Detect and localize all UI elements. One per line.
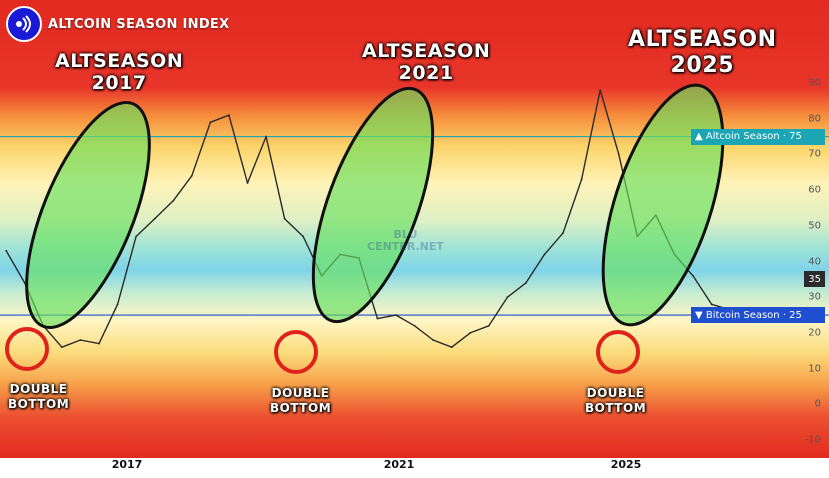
x-tick-2017: 2017 <box>111 458 143 471</box>
data-point <box>580 178 583 181</box>
data-point <box>265 135 267 138</box>
watermark-line2: CENTER.NET <box>367 240 444 253</box>
data-point <box>692 274 694 277</box>
bitcoin-season-tag: ▼ Bitcoin Season · 25 <box>691 307 825 324</box>
data-point <box>209 121 212 124</box>
double-bottom-2-line1: DOUBLE <box>271 386 330 400</box>
double-bottom-1-line2: BOTTOM <box>8 397 70 411</box>
altseason-ellipse <box>311 86 435 324</box>
data-point <box>432 339 435 341</box>
y-tick-label: 90 <box>808 77 821 89</box>
data-point <box>710 303 713 306</box>
y-tick-label: -10 <box>804 434 821 446</box>
altseason-2025-label: ALTSEASON 2025 <box>628 27 777 79</box>
y-tick-label: 20 <box>808 327 821 339</box>
double-bottom-1-line1: DOUBLE <box>9 382 68 396</box>
x-tick-2021: 2021 <box>383 458 415 471</box>
brand-logo-icon <box>6 6 42 42</box>
data-point <box>617 153 620 156</box>
y-tick-label: 60 <box>808 184 821 196</box>
data-point <box>599 89 602 92</box>
data-point <box>283 217 286 220</box>
x-axis-strip <box>0 458 829 478</box>
data-point <box>450 346 453 349</box>
data-point <box>190 174 193 177</box>
double-bottom-circle <box>274 330 318 374</box>
data-point <box>506 296 509 299</box>
altcoin-season-tag: ▲ Altcoin Season · 75 <box>691 128 825 145</box>
y-tick-label: 30 <box>808 291 821 303</box>
data-point <box>469 332 472 334</box>
data-point <box>116 303 119 306</box>
data-point <box>228 114 230 117</box>
data-point <box>5 249 8 252</box>
y-tick-label: 70 <box>808 148 821 160</box>
y-tick-label: 80 <box>808 113 821 125</box>
double-bottom-label-3: DOUBLE BOTTOM <box>585 386 646 416</box>
double-bottom-label-1: DOUBLE BOTTOM <box>8 382 69 412</box>
watermark: BLU CENTER.NET <box>367 229 444 253</box>
current-value-tag: 35 <box>804 271 825 288</box>
data-point <box>98 342 100 345</box>
altseason-2021-line2: 2021 <box>398 62 454 84</box>
y-tick-label: 10 <box>808 363 821 375</box>
double-bottom-3-line2: BOTTOM <box>585 401 647 415</box>
altseason-2025-line1: ALTSEASON <box>628 27 777 52</box>
double-bottom-label-2: DOUBLE BOTTOM <box>270 386 331 416</box>
altseason-2021-label: ALTSEASON 2021 <box>362 40 490 84</box>
data-point <box>153 217 156 220</box>
altseason-2025-line2: 2025 <box>670 53 735 78</box>
y-tick-label: 50 <box>808 220 821 232</box>
altseason-ellipse <box>25 100 151 330</box>
altseason-2017-line1: ALTSEASON <box>55 50 184 72</box>
y-tick-label: 0 <box>814 398 821 410</box>
altseason-2017-label: ALTSEASON 2017 <box>55 50 183 94</box>
data-point <box>172 199 175 202</box>
data-point <box>487 324 490 327</box>
watermark-line1: BLU <box>393 228 418 241</box>
altseason-2017-line2: 2017 <box>91 72 147 94</box>
brand-header: ALTCOIN SEASON INDEX <box>6 6 229 42</box>
double-bottom-2-line2: BOTTOM <box>270 401 332 415</box>
data-point <box>562 232 564 234</box>
data-point <box>376 317 379 320</box>
data-point <box>302 235 305 238</box>
chart-title: ALTCOIN SEASON INDEX <box>48 16 230 32</box>
data-point <box>246 182 249 184</box>
altseason-2021-line1: ALTSEASON <box>362 40 491 62</box>
double-bottom-3-line1: DOUBLE <box>586 386 645 400</box>
data-point <box>135 235 138 238</box>
data-point <box>79 339 82 341</box>
data-point <box>525 282 527 284</box>
data-point <box>60 346 63 349</box>
double-bottom-circle <box>5 327 49 371</box>
data-point <box>543 253 546 256</box>
data-point <box>413 324 416 327</box>
double-bottom-circle <box>596 330 640 374</box>
y-tick-label: 40 <box>808 256 821 267</box>
signal-icon <box>16 15 31 33</box>
altseason-ellipse <box>601 83 725 327</box>
x-tick-2025: 2025 <box>610 458 642 471</box>
data-point <box>395 314 397 316</box>
